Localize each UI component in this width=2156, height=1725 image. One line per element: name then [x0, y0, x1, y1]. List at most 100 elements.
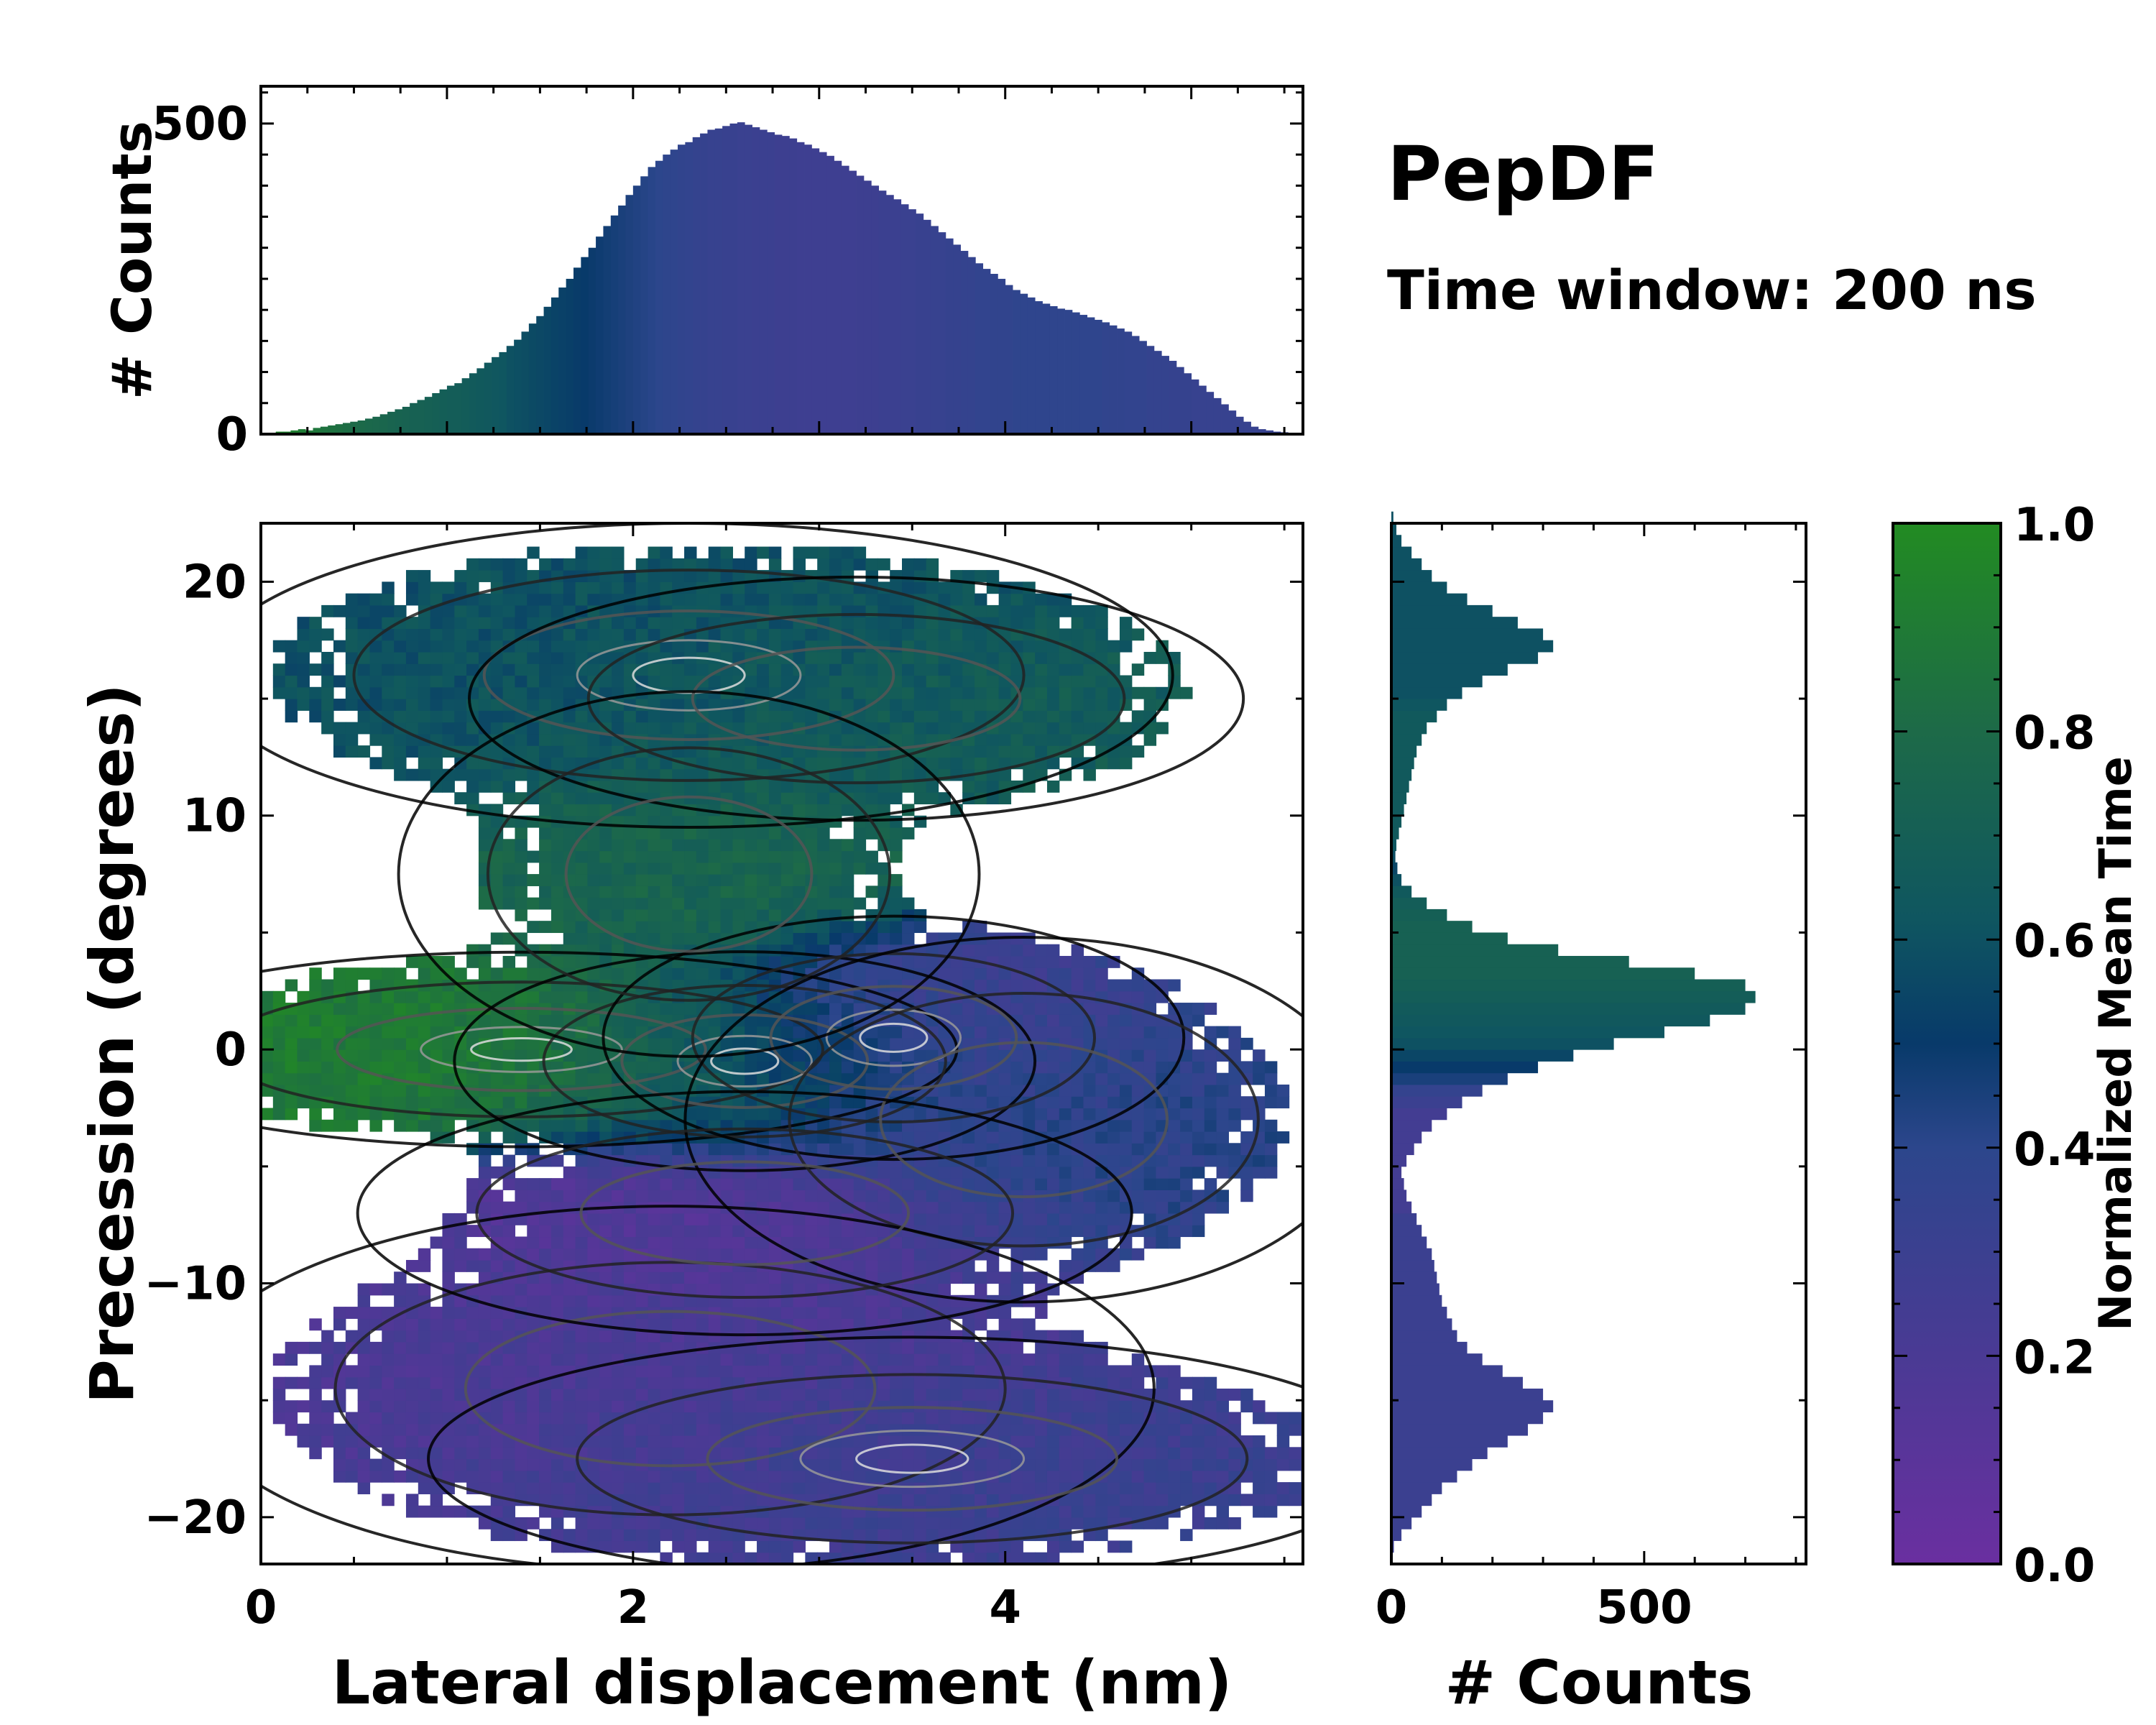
heatmap-cell — [454, 1365, 467, 1378]
heatmap-cell — [382, 1049, 395, 1062]
heatmap-cell — [865, 1201, 878, 1214]
heatmap-cell — [793, 1307, 806, 1319]
heatmap-cell — [527, 663, 540, 676]
heatmap-cell — [708, 710, 722, 723]
heatmap-cell — [732, 862, 745, 875]
heatmap-cell — [841, 1318, 854, 1331]
heatmap-cell — [1107, 1026, 1120, 1039]
heatmap-cell — [1264, 1458, 1278, 1471]
heatmap-cell — [1023, 955, 1036, 968]
heatmap-cell — [1035, 1072, 1048, 1085]
heatmap-cell — [382, 745, 395, 758]
heatmap-cell — [1131, 1365, 1145, 1378]
heatmap-cell — [1119, 1447, 1133, 1460]
heatmap-cell — [998, 1307, 1012, 1319]
heatmap-cell — [660, 651, 673, 664]
heatmap-cell — [732, 1072, 745, 1085]
heatmap-cell — [648, 1236, 661, 1249]
heatmap-cell — [369, 1283, 382, 1296]
heatmap-cell — [877, 1271, 890, 1284]
heatmap-cell — [829, 1143, 842, 1156]
heatmap-cell — [1168, 1084, 1181, 1097]
heatmap-cell — [926, 1201, 939, 1214]
figure-subtitle: Time window: 200 ns — [1387, 258, 2037, 322]
heatmap-cell — [1228, 1119, 1241, 1132]
heatmap-cell — [950, 710, 963, 723]
heatmap-cell — [1156, 1376, 1169, 1389]
heatmap-cell — [926, 1061, 939, 1074]
heatmap-cell — [550, 1072, 564, 1085]
heatmap-cell — [962, 710, 975, 723]
heatmap-cell — [1264, 1482, 1278, 1494]
heatmap-cell — [599, 1213, 612, 1225]
heatmap-cell — [805, 1283, 818, 1296]
heatmap-cell — [1119, 1131, 1133, 1144]
heatmap-cell — [1107, 1201, 1120, 1214]
top-histogram-bar — [782, 136, 790, 434]
heatmap-cell — [890, 1248, 903, 1261]
heatmap-cell — [635, 967, 649, 980]
heatmap-cell — [527, 1365, 540, 1378]
heatmap-cell — [1119, 1037, 1133, 1050]
heatmap-cell — [515, 897, 528, 910]
top-histogram-bar — [1109, 325, 1118, 434]
heatmap-cell — [1216, 1494, 1230, 1506]
heatmap-cell — [635, 651, 649, 664]
heatmap-cell — [527, 1517, 540, 1530]
heatmap-cell — [708, 1143, 722, 1156]
heatmap-cell — [405, 1435, 419, 1448]
heatmap-cell — [780, 1283, 794, 1296]
heatmap-cell — [696, 1482, 709, 1494]
heatmap-cell — [890, 1412, 903, 1425]
heatmap-cell — [1083, 675, 1096, 688]
heatmap-cell — [1010, 1458, 1023, 1471]
heatmap-cell — [527, 1072, 540, 1085]
heatmap-cell — [321, 1330, 334, 1343]
heatmap-cell — [1095, 1423, 1108, 1436]
heatmap-cell — [962, 745, 975, 758]
heatmap-cell — [986, 1259, 1000, 1272]
heatmap-cell — [394, 733, 407, 746]
heatmap-cell — [732, 1166, 745, 1179]
heatmap-cell — [648, 722, 661, 735]
heatmap-cell — [1083, 1213, 1096, 1225]
top-histogram-bar — [722, 126, 730, 435]
heatmap-cell — [369, 710, 382, 723]
heatmap-cell — [612, 1190, 625, 1202]
heatmap-cell — [478, 815, 492, 828]
heatmap-cell — [333, 722, 346, 735]
heatmap-cell — [902, 1494, 915, 1506]
heatmap-cell — [1143, 686, 1157, 699]
heatmap-cell — [382, 699, 395, 711]
heatmap-cell — [841, 886, 854, 898]
heatmap-cell — [345, 1307, 359, 1319]
heatmap-cell — [394, 1365, 407, 1378]
heatmap-cell — [599, 699, 612, 711]
heatmap-cell — [599, 1341, 612, 1354]
heatmap-cell — [357, 1072, 371, 1085]
heatmap-cell — [1010, 722, 1023, 735]
heatmap-cell — [1095, 1037, 1108, 1050]
heatmap-cell — [1023, 1178, 1036, 1190]
heatmap-cell — [780, 862, 794, 875]
heatmap-cell — [1143, 733, 1157, 746]
heatmap-cell — [1083, 967, 1096, 980]
heatmap-cell — [309, 1412, 322, 1425]
heatmap-cell — [1035, 1178, 1048, 1190]
heatmap-cell — [321, 1365, 334, 1378]
heatmap-cell — [793, 1283, 806, 1296]
heatmap-cell — [623, 1470, 637, 1483]
heatmap-cell — [623, 1236, 637, 1249]
heatmap-cell — [1046, 1225, 1060, 1238]
heatmap-cell — [1035, 1003, 1048, 1015]
heatmap-cell — [623, 908, 637, 921]
heatmap-cell — [442, 1072, 455, 1085]
heatmap-cell — [768, 850, 782, 863]
heatmap-cell — [780, 1294, 794, 1307]
heatmap-cell — [1192, 1447, 1205, 1460]
heatmap-cell — [515, 675, 528, 688]
heatmap-cell — [1010, 1061, 1023, 1074]
heatmap-cell — [877, 1190, 890, 1202]
heatmap-cell — [369, 1388, 382, 1401]
heatmap-cell — [1107, 1400, 1120, 1413]
